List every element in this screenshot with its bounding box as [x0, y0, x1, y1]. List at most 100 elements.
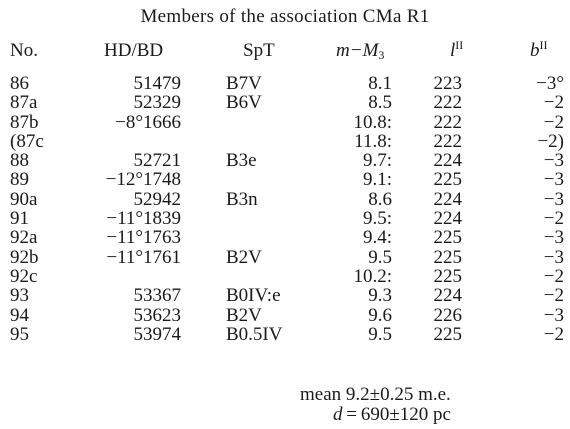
- cell-no: 93: [10, 285, 29, 307]
- cell-spectral-type: B0.5IV: [226, 323, 283, 345]
- cell-hd-bd: 52942: [133, 188, 182, 210]
- footer-distance-symbol: d: [333, 404, 343, 425]
- table-body: 86 51479 B7V 8.1 223 −3° 87a 52329 B6V 8.5 222 −2 87…: [0, 74, 570, 344]
- cell-galactic-longitude: 225: [433, 227, 463, 249]
- cell-galactic-longitude: 224: [433, 150, 463, 172]
- cell-distance-modulus: 9.3: [368, 285, 392, 307]
- cell-distance-modulus: 8.5: [368, 92, 392, 114]
- table-row: 92b −11°1761 B2V 9.5 225 −3: [0, 246, 570, 268]
- cell-galactic-latitude: −2: [543, 111, 564, 133]
- table-row: 86 51479 B7V 8.1 223 −3°: [0, 73, 570, 94]
- cell-hd-bd: 53623: [133, 304, 182, 326]
- header-mag-sub: 3: [378, 48, 385, 62]
- cell-hd-bd: 53367: [133, 285, 182, 307]
- header-l-base: l: [450, 40, 456, 61]
- header-distance-modulus: m−M3: [336, 40, 384, 62]
- cell-distance-modulus: 9.4:: [362, 227, 392, 249]
- header-mag-m: m: [336, 40, 350, 61]
- cell-distance-modulus: 8.1: [368, 73, 392, 94]
- cell-distance-modulus: 9.1:: [362, 169, 392, 191]
- cell-no: 95: [10, 323, 29, 345]
- cell-no: 92a: [10, 227, 38, 249]
- cell-distance-modulus: 9.7:: [362, 150, 392, 172]
- cell-no: 86: [10, 73, 29, 94]
- header-mag-M: M: [362, 40, 379, 61]
- cell-galactic-latitude: −2: [543, 208, 564, 230]
- table-row: 92a −11°1763 9.4: 225 −3: [0, 227, 570, 249]
- table-title: Members of the association CMa R1: [140, 6, 430, 27]
- footer-distance: d = 690±120 pc: [333, 404, 451, 426]
- cell-galactic-latitude: −2: [543, 285, 564, 307]
- cell-distance-modulus: 9.6: [368, 304, 392, 326]
- cell-galactic-longitude: 225: [433, 323, 463, 345]
- cell-galactic-latitude: −3: [543, 150, 564, 172]
- header-no: No.: [10, 40, 38, 61]
- cell-distance-modulus: 9.5: [368, 323, 392, 345]
- cell-no: 87a: [10, 92, 38, 114]
- cell-no: 94: [10, 304, 29, 326]
- cell-galactic-longitude: 224: [433, 208, 463, 230]
- header-galactic-latitude: bII: [530, 39, 548, 62]
- table-row: (87c 11.8: 222 −2): [0, 130, 570, 152]
- cell-no: 88: [10, 150, 29, 172]
- header-mag-sep: −: [349, 40, 363, 61]
- cell-distance-modulus: 11.8:: [354, 130, 392, 152]
- cell-galactic-longitude: 224: [433, 285, 463, 307]
- cell-spectral-type: B7V: [226, 73, 262, 94]
- cell-galactic-latitude: −3: [543, 227, 564, 249]
- cell-no: 89: [10, 169, 29, 191]
- cell-galactic-latitude: −3°: [536, 73, 564, 94]
- table-row: 92c 10.2: 225 −2: [0, 265, 570, 287]
- cell-galactic-latitude: −2: [543, 265, 564, 287]
- cell-distance-modulus: 9.5: [368, 246, 392, 268]
- cell-galactic-latitude: −3: [543, 246, 564, 268]
- cell-no: 91: [10, 208, 29, 230]
- cell-distance-modulus: 8.6: [368, 188, 392, 210]
- footer-distance-value: = 690±120 pc: [342, 404, 451, 425]
- cell-spectral-type: B3e: [226, 150, 257, 172]
- cell-hd-bd: −11°1761: [106, 246, 181, 268]
- cell-distance-modulus: 9.5:: [362, 208, 392, 230]
- cell-galactic-latitude: −3: [543, 304, 564, 326]
- cell-hd-bd: −11°1839: [106, 208, 181, 230]
- cell-hd-bd: −11°1763: [106, 227, 181, 249]
- cell-no: 92c: [10, 265, 38, 287]
- cell-galactic-longitude: 222: [433, 111, 463, 133]
- cell-galactic-longitude: 225: [433, 169, 463, 191]
- cell-galactic-longitude: 225: [433, 246, 463, 268]
- cell-galactic-longitude: 223: [433, 73, 463, 94]
- cell-hd-bd: 52721: [133, 150, 182, 172]
- cell-hd-bd: 51479: [133, 73, 182, 94]
- cell-hd-bd: −8°1666: [115, 111, 181, 133]
- table-row: 88 52721 B3e 9.7: 224 −3: [0, 150, 570, 172]
- table-row: 94 53623 B2V 9.6 226 −3: [0, 304, 570, 326]
- table-row: 87a 52329 B6V 8.5 222 −2: [0, 92, 570, 114]
- cell-galactic-longitude: 222: [433, 92, 463, 114]
- table-row: 95 53974 B0.5IV 9.5 225 −2: [0, 323, 570, 345]
- footer-mean: mean 9.2±0.25 m.e.: [300, 384, 451, 405]
- cell-galactic-longitude: 226: [433, 304, 463, 326]
- table-row: 89 −12°1748 9.1: 225 −3: [0, 169, 570, 191]
- table-row: 93 53367 B0IV:e 9.3 224 −2: [0, 285, 570, 307]
- cell-hd-bd: 52329: [133, 92, 182, 114]
- cell-no: 92b: [10, 246, 39, 268]
- header-galactic-longitude: lII: [450, 38, 464, 62]
- cell-no: 90a: [10, 188, 38, 210]
- table-row: 90a 52942 B3n 8.6 224 −3: [0, 188, 570, 210]
- cell-distance-modulus: 10.8:: [353, 111, 392, 133]
- cell-galactic-latitude: −3: [543, 188, 564, 210]
- table-header-row: No. HD/BD SpT m−M3 lII bII: [0, 38, 570, 62]
- cell-spectral-type: B2V: [226, 304, 262, 326]
- cell-spectral-type: B2V: [226, 246, 262, 268]
- cell-spectral-type: B6V: [226, 92, 262, 114]
- header-spectral-type: SpT: [243, 40, 275, 61]
- cell-no: (87c: [10, 130, 44, 152]
- header-b-base: b: [530, 40, 540, 61]
- cell-galactic-longitude: 222: [433, 130, 463, 152]
- header-l-sup: II: [455, 38, 464, 52]
- cell-galactic-latitude: −2: [543, 92, 564, 114]
- cell-hd-bd: −12°1748: [105, 169, 181, 191]
- cell-hd-bd: 53974: [133, 323, 182, 345]
- table-row: 87b −8°1666 10.8: 222 −2: [0, 111, 570, 133]
- table-row: 91 −11°1839 9.5: 224 −2: [0, 208, 570, 230]
